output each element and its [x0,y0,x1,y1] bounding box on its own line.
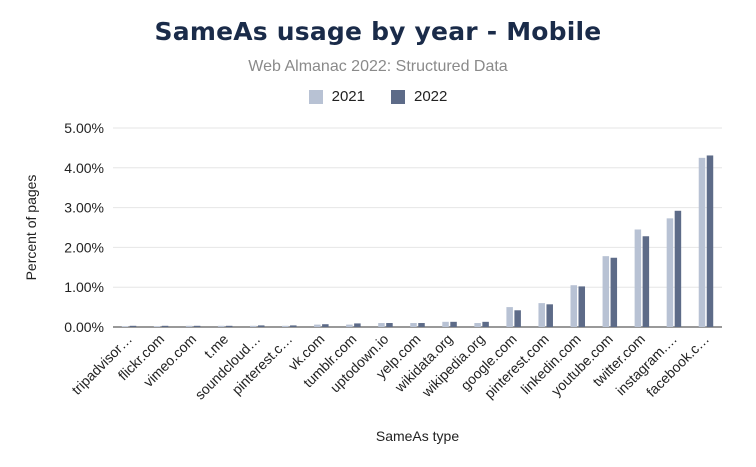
bar-2022 [450,321,457,327]
y-tick-label: 2.00% [64,239,104,255]
legend-label-2021: 2021 [331,88,365,105]
y-tick-label: 3.00% [64,200,104,216]
legend-swatch-2022 [391,89,405,104]
bar-2022 [578,286,586,327]
bar-2022 [225,325,233,327]
bar-2021 [538,303,545,327]
bar-2022 [546,304,553,327]
bar-2021 [474,323,481,327]
y-tick-label: 0.00% [64,319,104,335]
bar-2021 [698,157,706,327]
bar-2022 [482,321,489,327]
bar-2021 [378,323,385,327]
chart-title: SameAs usage by year - Mobile [154,17,602,46]
bar-2021 [121,326,129,327]
chart-legend: 2021 2022 [0,88,756,105]
bar-2021 [442,321,449,327]
chart-subtitle: Web Almanac 2022: Structured Data [248,58,508,75]
bar-2022 [161,325,169,327]
bar-2021 [282,325,289,327]
bar-2022 [610,257,618,327]
bar-2021 [314,324,321,327]
bar-2022 [193,325,201,327]
bar-2022 [418,323,425,327]
bar-2021 [249,325,257,327]
legend-swatch-2021 [308,89,323,104]
x-axis-label: SameAs type [376,428,459,444]
bar-2021 [506,307,513,327]
bar-2022 [674,210,682,327]
bar-2021 [602,256,610,327]
bar-2021 [666,218,674,327]
y-axis-label: Percent of pages [23,175,39,281]
legend-item-2021: 2021 [308,88,365,105]
bar-2022 [129,325,137,327]
bar-2022 [514,310,521,327]
bar-2022 [354,323,361,327]
bar-2022 [322,324,329,327]
bar-2022 [642,236,650,327]
bar-2021 [185,325,193,327]
legend-label-2022: 2022 [414,88,448,105]
bar-2021 [346,324,353,327]
bar-2022 [257,325,265,327]
y-tick-label: 1.00% [64,279,104,295]
bar-2021 [570,285,578,327]
y-tick-label: 5.00% [64,120,104,136]
bar-2022 [290,325,297,327]
bar-2021 [410,323,417,327]
bar-2021 [634,229,642,327]
bar-2022 [386,323,393,327]
bar-2021 [217,325,225,327]
y-tick-label: 4.00% [64,160,104,176]
legend-item-2022: 2022 [391,88,447,105]
bar-2022 [706,155,714,327]
bar-2021 [153,326,161,327]
